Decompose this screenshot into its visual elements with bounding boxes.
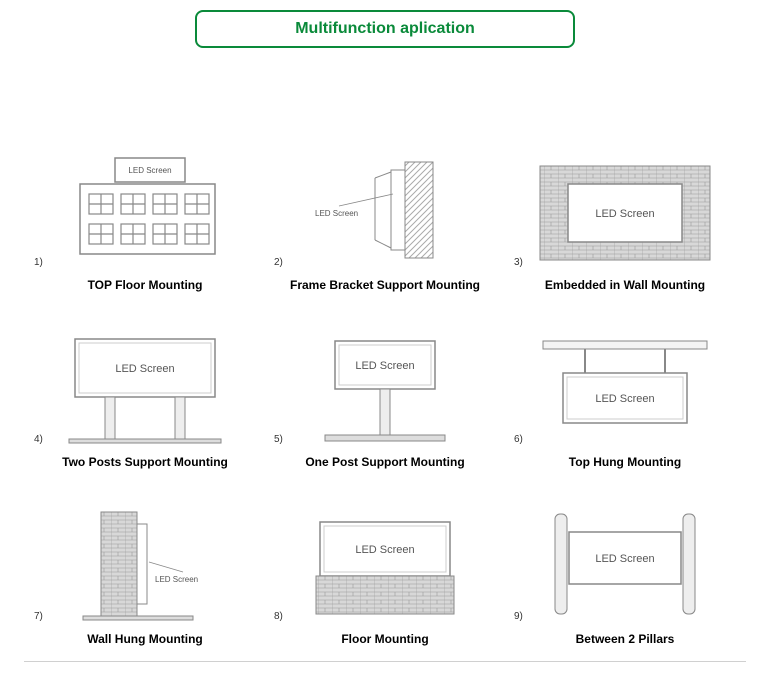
item-number: 2) [274, 257, 283, 268]
bottom-rule [24, 661, 746, 662]
caption: Top Hung Mounting [510, 455, 740, 469]
caption: Between 2 Pillars [510, 632, 740, 646]
item-number: 4) [34, 434, 43, 445]
led-label: LED Screen [595, 553, 654, 565]
caption: Two Posts Support Mounting [30, 455, 260, 469]
led-label: LED Screen [128, 166, 171, 175]
caption: Frame Bracket Support Mounting [270, 278, 500, 292]
led-label: LED Screen [595, 208, 654, 220]
led-label: LED Screen [355, 360, 414, 372]
led-label: LED Screen [155, 575, 198, 584]
mounting-grid: LED Screen 1) TOP Floor Mounting [30, 145, 740, 646]
caption: Wall Hung Mounting [30, 632, 260, 646]
cell-7: LED Screen 7) Wall Hung Mounting [30, 499, 260, 646]
led-label: LED Screen [595, 393, 654, 405]
header-title: Multifunction aplication [295, 20, 475, 38]
diagram-top-floor: LED Screen 1) [30, 145, 260, 270]
led-label: LED Screen [315, 209, 358, 218]
diagram-top-hung: LED Screen 6) [510, 322, 740, 447]
cell-9: LED Screen 9) Between 2 Pillars [510, 499, 740, 646]
caption: TOP Floor Mounting [30, 278, 260, 292]
cell-4: LED Screen 4) Two Posts Support Mounting [30, 322, 260, 469]
header-banner: Multifunction aplication [195, 10, 575, 48]
caption: Embedded in Wall Mounting [510, 278, 740, 292]
cell-1: LED Screen 1) TOP Floor Mounting [30, 145, 260, 292]
item-number: 9) [514, 611, 523, 622]
diagram-between-pillars: LED Screen 9) [510, 499, 740, 624]
caption: One Post Support Mounting [270, 455, 500, 469]
diagram-floor-mounting: LED Screen 8) [270, 499, 500, 624]
led-label: LED Screen [115, 363, 174, 375]
diagram-frame-bracket: LED Screen 2) [270, 145, 500, 270]
item-number: 8) [274, 611, 283, 622]
diagram-embedded-wall: LED Screen 3) [510, 145, 740, 270]
cell-3: LED Screen 3) Embedded in Wall Mounting [510, 145, 740, 292]
item-number: 3) [514, 257, 523, 268]
diagram-one-post: LED Screen 5) [270, 322, 500, 447]
item-number: 6) [514, 434, 523, 445]
cell-6: LED Screen 6) Top Hung Mounting [510, 322, 740, 469]
cell-2: LED Screen 2) Frame Bracket Support Moun… [270, 145, 500, 292]
item-number: 1) [34, 257, 43, 268]
cell-5: LED Screen 5) One Post Support Mounting [270, 322, 500, 469]
caption: Floor Mounting [270, 632, 500, 646]
item-number: 7) [34, 611, 43, 622]
led-label: LED Screen [355, 544, 414, 556]
cell-8: LED Screen 8) Floor Mounting [270, 499, 500, 646]
item-number: 5) [274, 434, 283, 445]
diagram-wall-hung: LED Screen 7) [30, 499, 260, 624]
diagram-two-posts: LED Screen 4) [30, 322, 260, 447]
